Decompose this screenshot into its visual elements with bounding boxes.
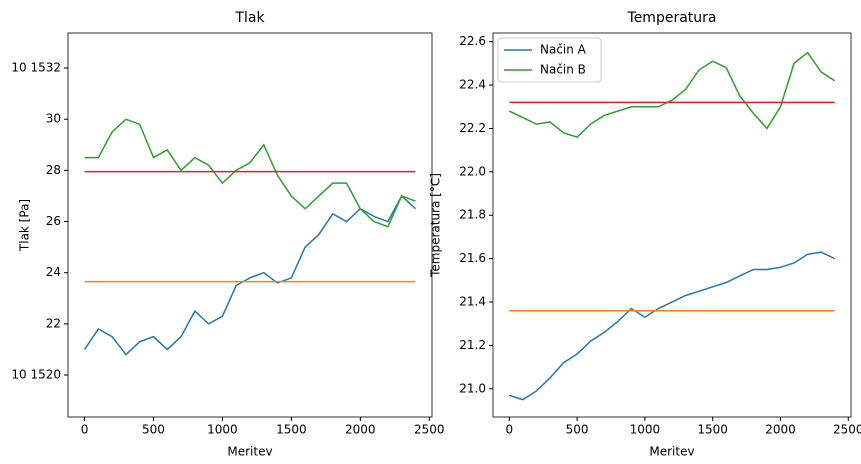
legend-label: Način A [540, 43, 587, 57]
x-tick-label: 1000 [207, 423, 238, 437]
y-tick-label: 28 [46, 163, 61, 177]
x-axis-label: Meritev [649, 445, 694, 459]
x-tick-label: 2000 [345, 423, 376, 437]
y-tick-label: 22.2 [459, 121, 486, 135]
data-line [84, 118, 416, 228]
x-axis-label: Meritev [227, 445, 272, 459]
y-axis-label: Tlak [Pa] [18, 199, 32, 252]
x-tick-label: 2000 [765, 423, 796, 437]
y-tick-label: 22.4 [459, 78, 486, 92]
y-tick-label: 30 [46, 112, 61, 126]
plot-frame [67, 32, 433, 418]
x-tick-label: 2500 [833, 423, 861, 437]
y-tick-label: 24 [46, 265, 61, 279]
y-tick-label: 21.2 [459, 338, 486, 352]
y-tick-label: 21.8 [459, 208, 486, 222]
plot: Tlak Meritev Tlak [Pa] 0 500 1000 1500 2000 2500… [11, 10, 444, 459]
y-tick-label: 10 1532 [11, 61, 61, 75]
y-tick-label: 21.0 [459, 381, 486, 395]
legend-label: Način B [540, 63, 586, 77]
data-line [509, 251, 836, 401]
x-tick-label: 0 [505, 423, 513, 437]
x-tick-label: 2500 [414, 423, 445, 437]
chart-title: Tlak [234, 10, 265, 26]
y-tick-label: 22.0 [459, 164, 486, 178]
x-tick-label: 0 [81, 423, 89, 437]
x-tick-label: 1500 [697, 423, 728, 437]
y-axis-label: Temperatura [°C] [429, 173, 443, 278]
y-tick-label: 26 [46, 214, 61, 228]
legend-box [497, 37, 602, 83]
y-tick-label: 21.6 [459, 251, 486, 265]
x-tick-label: 500 [566, 423, 589, 437]
x-tick-label: 1500 [276, 423, 307, 437]
data-line [508, 51, 836, 138]
plot-frame [492, 32, 852, 418]
y-tick-label: 22.6 [459, 34, 486, 48]
x-tick-label: 1000 [630, 423, 661, 437]
plot: Temperatura Meritev Temperatura [°C] 0 500 10… [429, 10, 861, 459]
chart-title: Temperatura [627, 10, 717, 26]
y-tick-label: 10 1520 [11, 368, 61, 382]
y-tick-label: 21.4 [459, 295, 486, 309]
data-line [83, 194, 416, 356]
x-tick-label: 500 [142, 423, 165, 437]
y-tick-label: 22 [46, 316, 61, 330]
